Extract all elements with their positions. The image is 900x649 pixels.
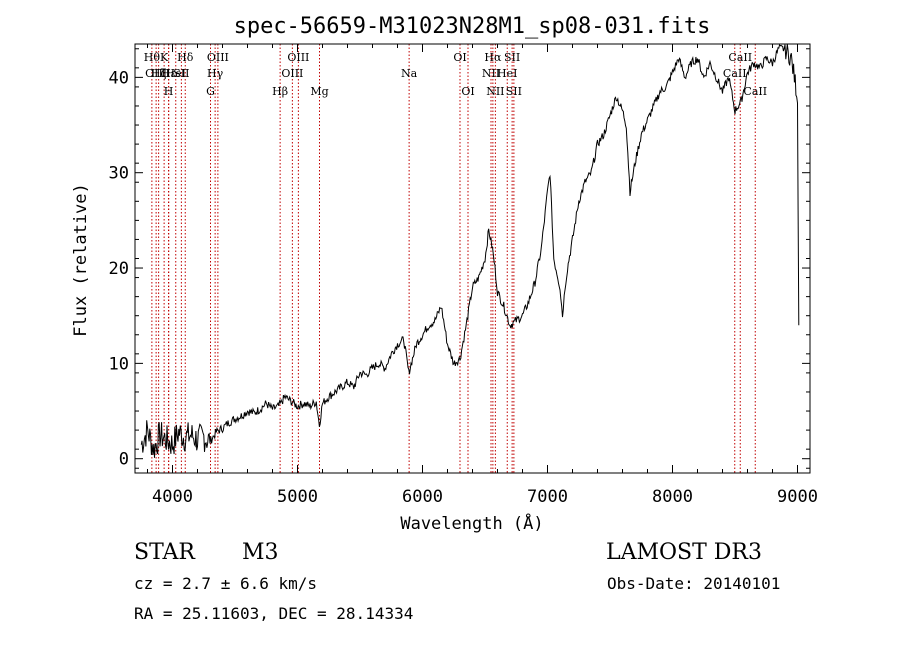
spectral-line-label: CaII [743, 85, 767, 98]
object-class: STAR [134, 540, 195, 565]
x-tick-label: 5000 [277, 487, 318, 507]
survey-name: LAMOST DR3 [606, 540, 762, 565]
y-tick-label: 30 [109, 164, 129, 184]
spectral-line-label: SII [173, 67, 189, 80]
spectral-line-labels: HθOIIIHζKHHεHeISIIHδGHγOIIIHβOIIIOIIIMgN… [144, 51, 767, 98]
x-tick-label: 9000 [777, 487, 818, 507]
chart-title: spec-56659-M31023N28M1_sp08-031.fits [234, 14, 711, 39]
spectral-line-label: Hγ [207, 67, 224, 80]
x-tick-label: 6000 [402, 487, 443, 507]
spectral-line-label: Hζ [151, 67, 167, 80]
spectral-line-label: Hε [161, 67, 177, 80]
spectral-line-label: Na [401, 67, 418, 80]
y-tick-label: 20 [109, 259, 129, 279]
spectral-line-label: NII [482, 67, 500, 80]
spectral-line-label: HeI [497, 67, 517, 80]
y-tick-label: 10 [109, 354, 129, 374]
spectral-line-label: NII [486, 85, 504, 98]
spectral-line-label: SII [506, 85, 522, 98]
redshift-velocity: cz = 2.7 ± 6.6 km/s [134, 574, 318, 593]
y-tick-label: 0 [119, 450, 129, 470]
x-axis-ticks: 4000 5000 6000 7000 8000 9000 [147, 44, 818, 507]
flux-series-line [140, 44, 800, 458]
spectral-line-label: CaII [723, 67, 747, 80]
spectral-line-label: OI [453, 51, 466, 64]
spectral-line-label: OIII [207, 51, 229, 64]
spectral-line-label: OIII [287, 51, 309, 64]
spectral-line-label: Hδ [177, 51, 194, 64]
y-axis-label: Flux (relative) [71, 183, 91, 337]
y-tick-label: 40 [109, 68, 129, 88]
spectral-line-label: OIII [145, 67, 167, 80]
spectral-line-label: SII [504, 51, 520, 64]
spectral-line-label: HeI [166, 67, 186, 80]
spectral-line-label: H [164, 85, 174, 98]
observation-date: Obs-Date: 20140101 [607, 574, 781, 593]
object-subclass: M3 [242, 540, 279, 565]
spectral-line-label: Mg [310, 85, 328, 98]
spectral-line-label: Hα [484, 51, 502, 64]
spectral-line-label: Hβ [272, 85, 288, 98]
spectral-line-label: G [206, 85, 215, 98]
plot-frame [134, 43, 811, 474]
y-axis-ticks: 0 10 20 30 40 [109, 48, 810, 470]
spectral-line-label: OIII [281, 67, 303, 80]
x-tick-label: 7000 [527, 487, 568, 507]
spectral-lines [151, 44, 756, 473]
x-tick-label: 8000 [652, 487, 693, 507]
sky-coordinates: RA = 25.11603, DEC = 28.14334 [134, 604, 414, 623]
x-tick-label: 4000 [152, 487, 193, 507]
spectral-line-label: K [160, 51, 169, 64]
x-axis-label: Wavelength (Å) [400, 512, 543, 534]
spectral-line-label: OI [461, 85, 474, 98]
spectral-line-label: Hθ [144, 51, 161, 64]
spectral-line-label: CaII [728, 51, 752, 64]
